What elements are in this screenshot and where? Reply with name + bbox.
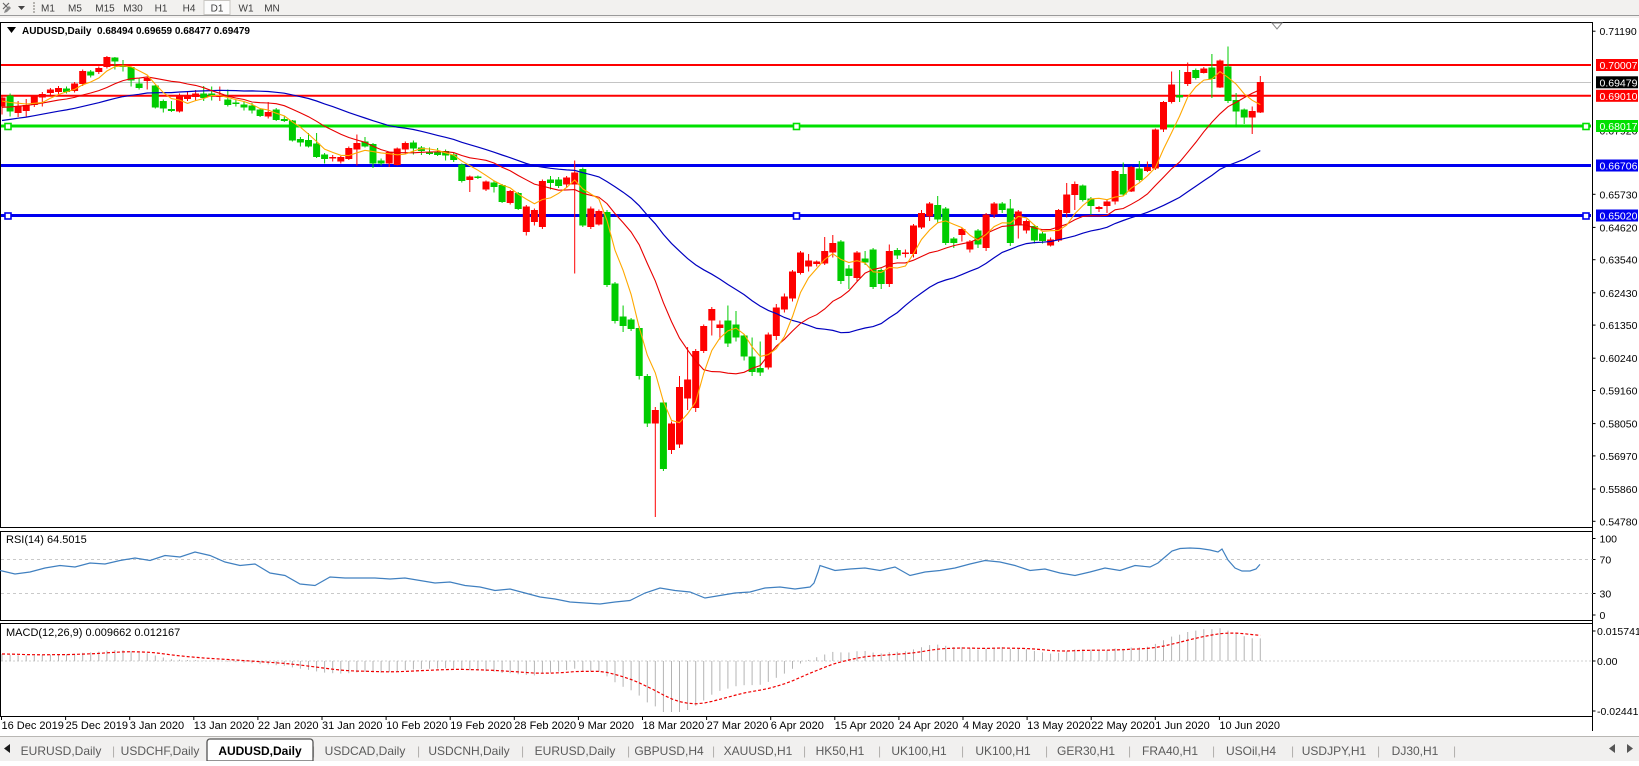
svg-text:0.65730: 0.65730: [1600, 189, 1638, 201]
svg-text:-0.024412: -0.024412: [1597, 706, 1639, 718]
svg-text:M15: M15: [95, 4, 115, 15]
svg-text:0.71190: 0.71190: [1600, 26, 1637, 38]
svg-text:0.70007: 0.70007: [1600, 60, 1638, 72]
svg-text:28 Feb 2020: 28 Feb 2020: [514, 720, 576, 732]
svg-text:XAUUSD,H1: XAUUSD,H1: [724, 744, 793, 758]
svg-text:FRA40,H1: FRA40,H1: [1142, 744, 1198, 758]
svg-text:0.69010: 0.69010: [1600, 91, 1638, 103]
svg-text:19 Feb 2020: 19 Feb 2020: [450, 720, 512, 732]
svg-text:0.63540: 0.63540: [1600, 255, 1638, 267]
svg-text:22 Jan 2020: 22 Jan 2020: [258, 720, 319, 732]
svg-text:70: 70: [1600, 555, 1612, 567]
svg-text:100: 100: [1600, 534, 1618, 546]
svg-text:|: |: [1045, 744, 1048, 758]
svg-text:M30: M30: [123, 4, 143, 15]
svg-text:0.69479: 0.69479: [1600, 77, 1638, 89]
svg-text:|: |: [627, 744, 630, 758]
svg-text:15 Apr 2020: 15 Apr 2020: [835, 720, 894, 732]
svg-text:RSI(14) 64.5015: RSI(14) 64.5015: [6, 534, 87, 546]
svg-text:|: |: [803, 744, 806, 758]
svg-text:31 Jan 2020: 31 Jan 2020: [322, 720, 383, 732]
svg-text:10 Feb 2020: 10 Feb 2020: [386, 720, 448, 732]
svg-text:UK100,H1: UK100,H1: [891, 744, 947, 758]
svg-text:|: |: [112, 744, 115, 758]
svg-text:|: |: [712, 744, 715, 758]
svg-text:0.64620: 0.64620: [1600, 222, 1638, 234]
svg-text:16 Dec 2019: 16 Dec 2019: [2, 720, 64, 732]
svg-text:|: |: [417, 744, 420, 758]
svg-text:GER30,H1: GER30,H1: [1057, 744, 1115, 758]
svg-text:0: 0: [1600, 610, 1606, 622]
svg-text:EURUSD,Daily: EURUSD,Daily: [535, 744, 616, 758]
svg-text:10 Jun 2020: 10 Jun 2020: [1219, 720, 1280, 732]
svg-text:0.56970: 0.56970: [1600, 451, 1638, 463]
svg-text:27 Mar 2020: 27 Mar 2020: [707, 720, 769, 732]
svg-text:0.55860: 0.55860: [1600, 484, 1638, 496]
svg-text:1 Jun 2020: 1 Jun 2020: [1155, 720, 1209, 732]
svg-text:DJ30,H1: DJ30,H1: [1392, 744, 1439, 758]
svg-text:9 Mar 2020: 9 Mar 2020: [578, 720, 634, 732]
svg-text:|: |: [1291, 744, 1294, 758]
svg-text:|: |: [1128, 744, 1131, 758]
svg-text:30: 30: [1600, 589, 1612, 601]
svg-text:22 May 2020: 22 May 2020: [1091, 720, 1155, 732]
svg-text:EURUSD,Daily: EURUSD,Daily: [21, 744, 102, 758]
svg-text:|: |: [961, 744, 964, 758]
svg-text:0.54780: 0.54780: [1600, 516, 1638, 528]
svg-text:USOil,H4: USOil,H4: [1226, 744, 1276, 758]
svg-text:0.61350: 0.61350: [1600, 320, 1638, 332]
svg-text:USDCNH,Daily: USDCNH,Daily: [428, 744, 509, 758]
svg-text:18 Mar 2020: 18 Mar 2020: [643, 720, 705, 732]
svg-text:M5: M5: [68, 4, 82, 15]
svg-text:0.58050: 0.58050: [1600, 419, 1638, 431]
svg-text:USDCAD,Daily: USDCAD,Daily: [325, 744, 406, 758]
svg-text:13 May 2020: 13 May 2020: [1027, 720, 1091, 732]
svg-text:MACD(12,26,9) 0.009662 0.01216: MACD(12,26,9) 0.009662 0.012167: [6, 627, 180, 639]
svg-text:USDJPY,H1: USDJPY,H1: [1302, 744, 1367, 758]
svg-text:4 May 2020: 4 May 2020: [963, 720, 1020, 732]
svg-text:0.68017: 0.68017: [1600, 121, 1638, 133]
svg-text:MN: MN: [264, 4, 280, 15]
svg-text:H4: H4: [183, 4, 196, 15]
svg-text:25 Dec 2019: 25 Dec 2019: [66, 720, 128, 732]
svg-text:13 Jan 2020: 13 Jan 2020: [194, 720, 255, 732]
svg-text:H1: H1: [155, 4, 168, 15]
svg-text:24 Apr 2020: 24 Apr 2020: [899, 720, 958, 732]
svg-text:W1: W1: [239, 4, 254, 15]
svg-text:HK50,H1: HK50,H1: [816, 744, 865, 758]
svg-text:AUDUSD,Daily 0.68494 0.69659: AUDUSD,Daily 0.68494 0.69659 0.68477 0.6…: [22, 26, 250, 37]
svg-text:0.00: 0.00: [1597, 656, 1618, 668]
svg-text:0.59160: 0.59160: [1600, 386, 1638, 398]
svg-text:6 Apr 2020: 6 Apr 2020: [771, 720, 824, 732]
svg-text:|: |: [878, 744, 881, 758]
svg-text:|: |: [1453, 744, 1456, 758]
svg-text:GBPUSD,H4: GBPUSD,H4: [634, 744, 704, 758]
svg-text:3 Jan 2020: 3 Jan 2020: [130, 720, 184, 732]
svg-text:UK100,H1: UK100,H1: [975, 744, 1031, 758]
svg-text:0.60240: 0.60240: [1600, 353, 1638, 365]
svg-text:|: |: [521, 744, 524, 758]
svg-text:|: |: [1377, 744, 1380, 758]
svg-text:0.62430: 0.62430: [1600, 288, 1638, 300]
svg-text:|: |: [1212, 744, 1215, 758]
svg-text:D1: D1: [211, 4, 224, 15]
svg-text:0.65020: 0.65020: [1600, 211, 1638, 223]
svg-text:USDCHF,Daily: USDCHF,Daily: [121, 744, 200, 758]
svg-text:M1: M1: [41, 4, 55, 15]
svg-text:0.66706: 0.66706: [1600, 161, 1638, 173]
svg-text:AUDUSD,Daily: AUDUSD,Daily: [218, 744, 302, 758]
svg-text:0.015741: 0.015741: [1597, 626, 1639, 638]
